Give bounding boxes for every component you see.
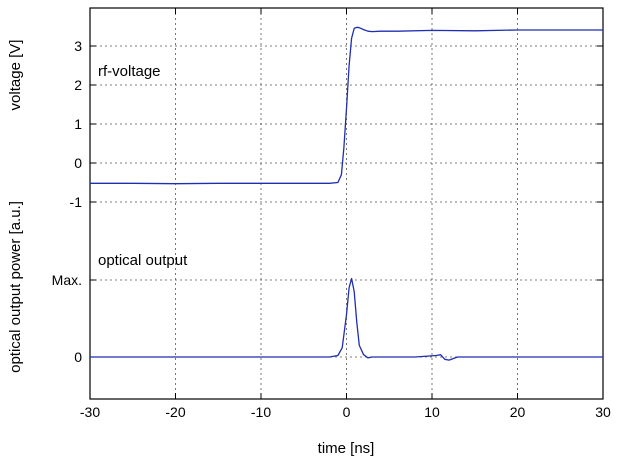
x-tick-label: -30: [80, 404, 100, 420]
x-tick-label: -10: [251, 404, 271, 420]
voltage-tick-label: -1: [70, 194, 83, 210]
optical-axis-label: optical output power [a.u.]: [7, 201, 24, 373]
optical-annotation: optical output: [98, 252, 188, 269]
x-tick-label: 10: [424, 404, 440, 420]
x-tick-label: 0: [343, 404, 351, 420]
x-axis-label: time [ns]: [318, 440, 375, 457]
x-tick-label: 20: [510, 404, 526, 420]
voltage-trace: [90, 26, 603, 185]
x-tick-label: -20: [165, 404, 185, 420]
voltage-tick-label: 2: [74, 77, 82, 93]
voltage-annotation: rf-voltage: [98, 63, 161, 80]
grid: [90, 8, 603, 399]
optical-trace: [90, 277, 603, 361]
voltage-tick-label: 3: [74, 38, 82, 54]
x-tick-label: 30: [595, 404, 611, 420]
voltage-axis-label: voltage [V]: [7, 40, 24, 111]
optical-tick-label: Max.: [52, 272, 82, 288]
optical-tick-label: 0: [74, 349, 82, 365]
traces: [90, 26, 603, 361]
voltage-tick-label: 0: [74, 155, 82, 171]
voltage-tick-label: 1: [74, 116, 82, 132]
